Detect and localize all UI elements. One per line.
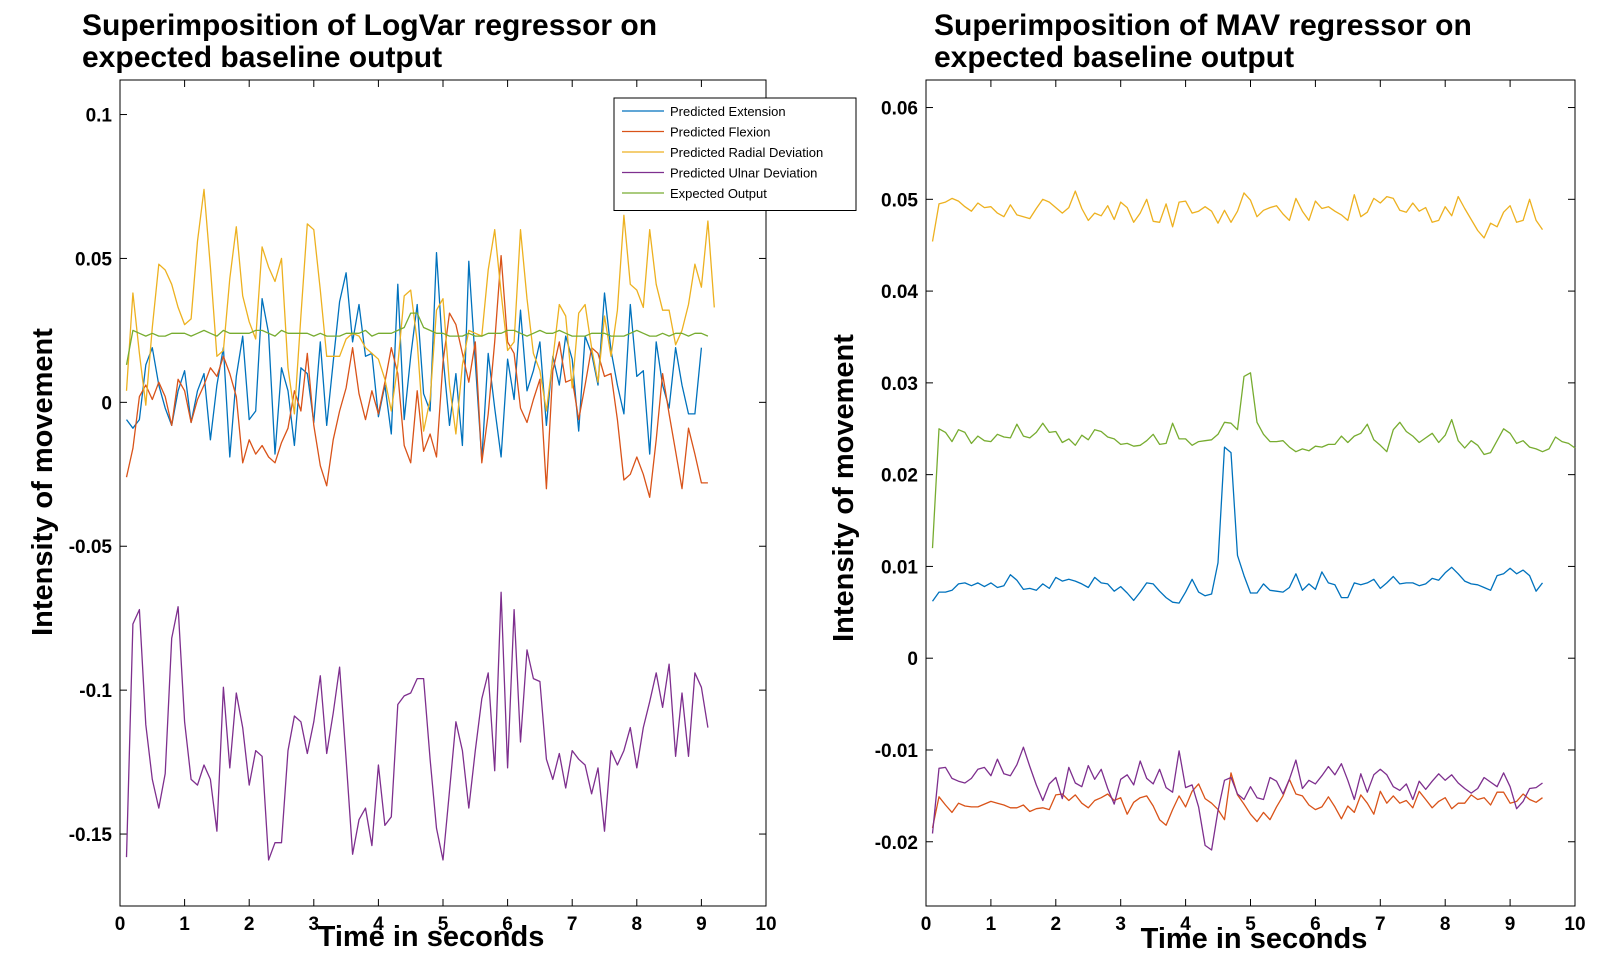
- x-tick-label: 7: [1375, 914, 1386, 935]
- x-tick-label: 10: [755, 914, 776, 935]
- x-tick-label: 3: [309, 914, 320, 935]
- legend-entry: Predicted Ulnar Deviation: [670, 166, 817, 181]
- y-tick-label: -0.15: [69, 825, 113, 846]
- x-tick-label: 5: [438, 914, 449, 935]
- series-line-3: [931, 190, 1544, 242]
- x-tick-label: 9: [696, 914, 707, 935]
- x-tick-label: 2: [1051, 914, 1062, 935]
- x-tick-label: 4: [1180, 914, 1191, 935]
- series-line-3: [125, 188, 715, 435]
- y-axis-label: Intensity of movement: [27, 328, 59, 636]
- legend-entry: Predicted Extension: [670, 104, 786, 119]
- x-axis-label: Time in seconds: [318, 921, 545, 953]
- series-line-5: [931, 372, 1576, 549]
- x-tick-label: 0: [921, 914, 932, 935]
- x-tick-label: 9: [1505, 914, 1516, 935]
- x-tick-label: 10: [1564, 914, 1585, 935]
- series-line-2: [931, 772, 1543, 829]
- y-tick-label: -0.05: [69, 537, 113, 558]
- series-line-4: [125, 591, 709, 861]
- y-tick-label: 0.03: [881, 374, 918, 395]
- x-axis-label: Time in seconds: [1141, 923, 1368, 955]
- y-tick-label: 0.06: [881, 99, 918, 120]
- chart-title-line-2: expected baseline output: [82, 41, 442, 74]
- x-tick-label: 6: [1310, 914, 1321, 935]
- y-tick-label: 0.05: [75, 249, 112, 270]
- y-tick-label: 0.01: [881, 557, 918, 578]
- chart-logvar: Superimposition of LogVar regressor on e…: [27, 9, 857, 953]
- y-tick-label: -0.01: [875, 741, 919, 762]
- x-tick-label: 8: [632, 914, 643, 935]
- chart-title-line-1: Superimposition of LogVar regressor on: [82, 9, 657, 42]
- x-tick-label: 0: [115, 914, 126, 935]
- y-tick-label: 0.05: [881, 190, 918, 211]
- series-line-1: [931, 446, 1544, 604]
- y-tick-label: -0.02: [875, 833, 918, 854]
- y-tick-label: -0.1: [79, 681, 112, 702]
- x-tick-label: 5: [1245, 914, 1256, 935]
- x-tick-label: 4: [373, 914, 384, 935]
- x-tick-label: 8: [1440, 914, 1451, 935]
- legend-entry: Predicted Flexion: [670, 125, 770, 140]
- legend-box: [613, 97, 857, 211]
- x-tick-label: 6: [502, 914, 513, 935]
- x-tick-label: 2: [244, 914, 255, 935]
- plot-area: 0 1 2 3 4 5 6 7 8 9 10 0.1 0.05 0 -0.05 -0.1 -0.15 Predic…: [69, 79, 857, 935]
- y-tick-label: 0.02: [881, 466, 918, 487]
- x-tick-label: 7: [567, 914, 578, 935]
- legend: Predicted Extension Predicted Flexion Pred…: [613, 97, 857, 211]
- series-line-5: [125, 312, 709, 366]
- axes-frame: [119, 79, 767, 907]
- y-axis-label: Intensity of movement: [828, 334, 860, 642]
- y-tick-label: 0.04: [881, 282, 918, 303]
- y-tick-label: 0.1: [86, 106, 113, 127]
- x-tick-label: 1: [986, 914, 997, 935]
- chart-title-line-2: expected baseline output: [934, 41, 1294, 74]
- series-line-2: [125, 254, 708, 498]
- x-tick-label: 1: [179, 914, 190, 935]
- chart-title-line-1: Superimposition of MAV regressor on: [934, 9, 1472, 42]
- chart-mav: Superimposition of MAV regressor on expe…: [828, 9, 1586, 955]
- series-line-4: [931, 746, 1543, 851]
- legend-entry: Predicted Radial Deviation: [670, 145, 823, 160]
- y-tick-label: 0: [101, 393, 112, 414]
- legend-entry: Expected Output: [670, 186, 767, 201]
- axes-frame: [925, 79, 1576, 907]
- plot-area: 0 1 2 3 4 5 6 7 8 9 10 0.06 0.05 0.04 0.03 0.02 0.01 0 -0.…: [875, 79, 1586, 935]
- y-tick-label: 0: [907, 649, 918, 670]
- series-line-1: [125, 252, 703, 461]
- x-tick-label: 3: [1115, 914, 1126, 935]
